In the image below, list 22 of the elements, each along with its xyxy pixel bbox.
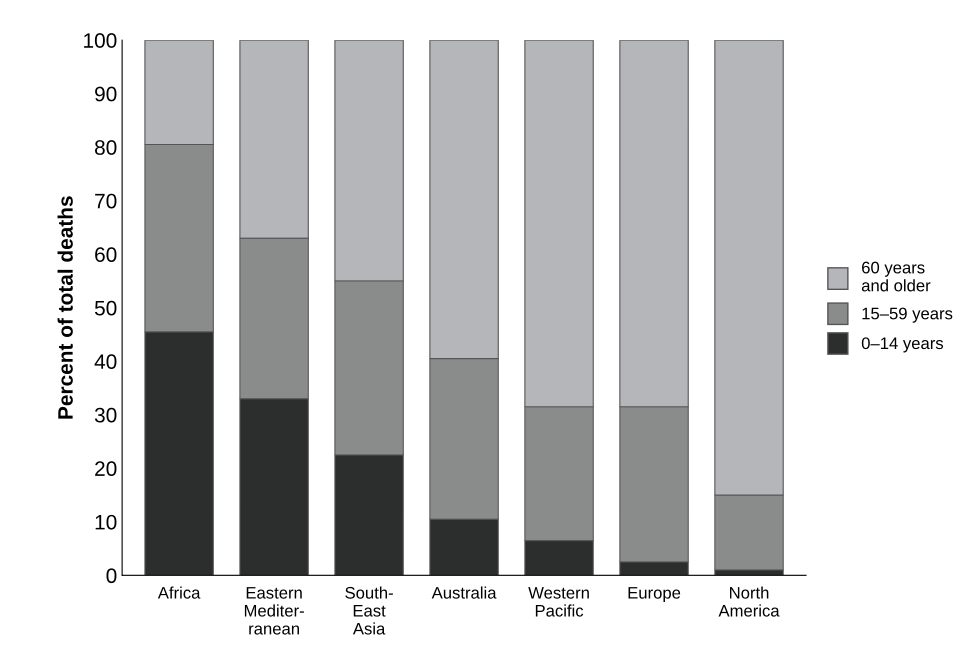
x-tick-label: South- East Asia: [345, 586, 393, 635]
x-tick-label: North America: [718, 586, 780, 617]
y-tick-label: 30: [94, 408, 116, 423]
y-tick-label: 40: [94, 354, 116, 370]
y-tick-label: 20: [95, 461, 116, 476]
y-tick-label: 80: [95, 140, 116, 155]
y-tick-label: 0: [106, 568, 116, 584]
x-tick-label: Africa: [158, 586, 200, 599]
x-tick-label: Europe: [628, 587, 680, 602]
y-tick-label: 90: [95, 86, 116, 102]
y-tick-label: 60: [95, 247, 116, 262]
y-tick-label: 70: [95, 194, 116, 208]
x-tick-label: Eastern Mediter- ranean: [244, 587, 304, 635]
y-tick-label: 50: [94, 300, 116, 316]
x-tick-label: Western Pacific: [528, 587, 589, 617]
y-tick-label: 10: [96, 514, 116, 530]
y-axis-title: Percent of total deaths: [58, 196, 73, 419]
y-tick-label: 100: [84, 33, 116, 48]
legend-label: 15–59 years: [862, 308, 952, 323]
legend-label: 60 years and older: [862, 262, 930, 292]
legend-label: 0–14 years: [862, 337, 944, 352]
x-tick-label: Australia: [432, 586, 496, 599]
